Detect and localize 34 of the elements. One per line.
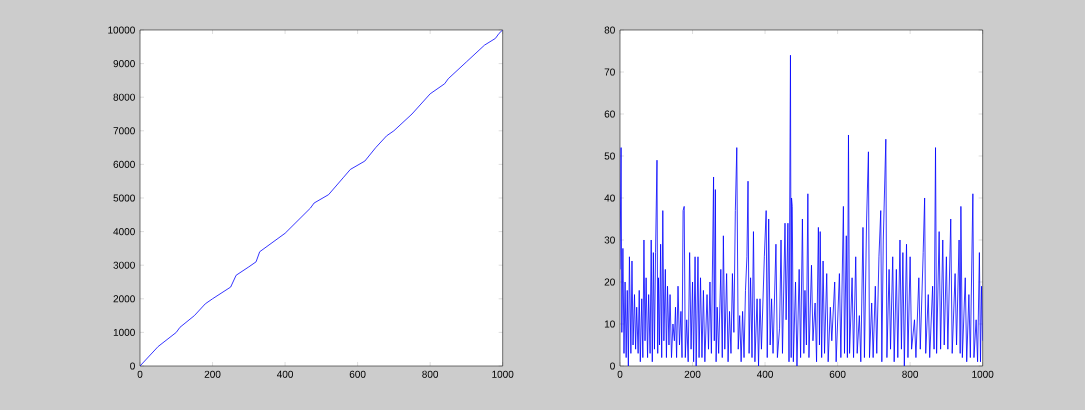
- x-tick-label: 1000: [492, 370, 514, 378]
- y-tick-label: 30: [604, 236, 615, 244]
- y-tick-label: 80: [604, 26, 615, 34]
- y-tick-label: 4000: [113, 228, 135, 236]
- x-tick-label: 0: [617, 370, 623, 378]
- y-tick-label: 0: [610, 362, 615, 370]
- x-tick-label: 600: [829, 370, 846, 378]
- x-tick-label: 600: [349, 370, 366, 378]
- y-tick-label: 60: [604, 110, 615, 118]
- x-tick-label: 800: [902, 370, 919, 378]
- y-tick-label: 6000: [113, 160, 135, 168]
- y-tick-label: 40: [604, 194, 615, 202]
- y-tick-label: 8000: [113, 93, 135, 101]
- y-tick-label: 10000: [108, 26, 135, 34]
- y-tick-label: 9000: [113, 60, 135, 68]
- y-tick-label: 10: [604, 320, 615, 328]
- line-series: [620, 54, 983, 366]
- x-tick-label: 400: [756, 370, 774, 378]
- y-tick-label: 5000: [113, 194, 135, 202]
- x-tick-label: 400: [276, 370, 294, 378]
- x-tick-label: 200: [684, 370, 701, 378]
- y-tick-label: 3000: [113, 261, 135, 269]
- y-tick-label: 70: [604, 68, 615, 76]
- y-tick-label: 20: [604, 278, 615, 286]
- y-tick-label: 7000: [113, 127, 135, 135]
- y-tick-label: 0: [130, 362, 135, 370]
- y-tick-label: 50: [604, 152, 615, 160]
- x-tick-label: 0: [137, 370, 143, 378]
- y-tick-label: 2000: [113, 295, 135, 303]
- line-series: [140, 30, 503, 366]
- x-tick-label: 200: [204, 370, 221, 378]
- x-tick-label: 800: [422, 370, 439, 378]
- y-tick-label: 1000: [113, 328, 135, 336]
- x-tick-label: 1000: [972, 370, 994, 378]
